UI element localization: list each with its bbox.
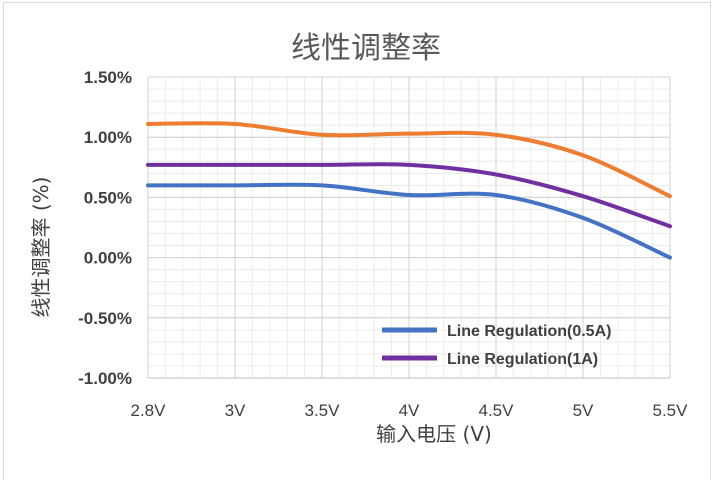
x-tick-label: 5.5V — [653, 401, 689, 420]
legend-entry: Line Regulation(1A) — [447, 351, 598, 368]
series-line-1 — [146, 182, 672, 260]
x-tick-label: 2.8V — [131, 401, 167, 420]
series-line-3 — [146, 121, 672, 199]
chart-frame — [3, 2, 711, 480]
tick-labels: 1.50% 1.00% 0.50% 0.00% -0.50% -1.00% 2.8V 3V 3.… — [78, 68, 688, 420]
x-tick-label: 5V — [573, 401, 594, 420]
y-tick-label: -0.50% — [78, 309, 132, 328]
y-tick-label: 1.00% — [84, 128, 132, 147]
x-axis-title: 输入电压 (V) — [376, 422, 492, 446]
y-tick-label: 1.50% — [84, 68, 132, 87]
y-tick-label: 0.00% — [84, 249, 132, 268]
series-lines — [146, 121, 672, 260]
y-tick-label: -1.00% — [78, 369, 132, 388]
y-axis-title: 线性调整率 (%) — [29, 177, 53, 318]
y-tick-label: 0.50% — [84, 188, 132, 207]
x-tick-label: 3.5V — [305, 401, 341, 420]
chart-title: 线性调整率 — [291, 31, 441, 66]
series-line-2 — [146, 162, 672, 229]
legend: Line Regulation(0.5A) Line Regulation(1A) — [382, 323, 611, 368]
x-tick-label: 4V — [399, 401, 420, 420]
x-tick-label: 4.5V — [479, 401, 515, 420]
legend-entry: Line Regulation(0.5A) — [447, 323, 611, 340]
x-tick-label: 3V — [225, 401, 246, 420]
